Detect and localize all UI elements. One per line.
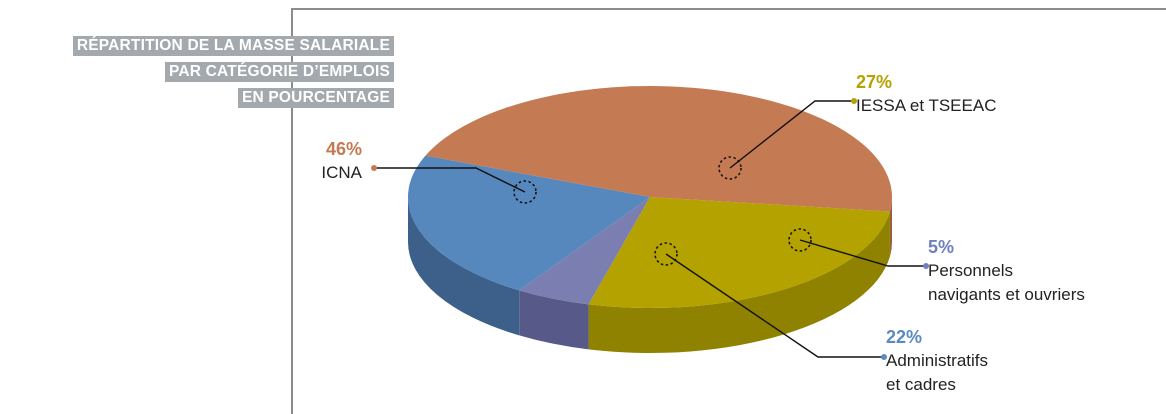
pie-slice-3 <box>407 155 650 291</box>
leader-line-2 <box>799 239 926 267</box>
slice-percent-2: 5% <box>928 237 954 257</box>
pie-slice-1 <box>588 197 890 309</box>
slice-label-2-line-1: Personnels <box>928 261 1013 280</box>
leader-dot-2 <box>923 263 929 269</box>
leader-anchor-1 <box>718 156 742 180</box>
slice-percent-3: 22% <box>886 327 922 347</box>
leader-line-1 <box>729 100 854 169</box>
leader-line-4 <box>374 167 526 193</box>
leader-dot-3 <box>881 354 887 360</box>
slice-label-3-line-1: Administratifs <box>886 351 988 370</box>
leader-line-3 <box>665 253 884 358</box>
chart-title: RÉPARTITION DE LA MASSE SALARIALE PAR CA… <box>72 36 394 108</box>
leader-dot-4 <box>371 165 377 171</box>
title-line-3: EN POURCENTAGE <box>237 88 394 108</box>
slice-labels: 27% IESSA et TSEEAC 5% Personnels navigants … <box>321 72 1085 394</box>
pie-slice-2 <box>519 197 650 305</box>
slice-label-2-line-2: navigants et ouvriers <box>928 285 1085 304</box>
slice-label-4-line-1: ICNA <box>321 163 362 182</box>
pie-top-faces <box>407 86 892 309</box>
leader-dot-1 <box>851 98 857 104</box>
pie-slice-4 <box>425 86 892 212</box>
title-line-2: PAR CATÉGORIE D’EMPLOIS <box>164 62 394 82</box>
pie-side-1 <box>588 211 890 353</box>
pie-side-2 <box>519 290 589 350</box>
leader-anchor-4 <box>513 180 537 204</box>
slice-percent-4: 46% <box>326 139 362 159</box>
pie-side-3 <box>408 197 520 336</box>
pie-side-walls <box>408 197 892 353</box>
slice-percent-1: 27% <box>856 72 892 92</box>
pie-side-4 <box>889 197 892 257</box>
title-line-1: RÉPARTITION DE LA MASSE SALARIALE <box>72 36 394 56</box>
slice-label-3-line-2: et cadres <box>886 375 956 394</box>
leader-anchor-3 <box>654 242 678 266</box>
frame-top-border <box>291 8 1166 10</box>
slice-label-1-line-1: IESSA et TSEEAC <box>856 96 996 115</box>
frame-left-border <box>291 8 293 414</box>
leader-anchor-2 <box>788 228 812 252</box>
